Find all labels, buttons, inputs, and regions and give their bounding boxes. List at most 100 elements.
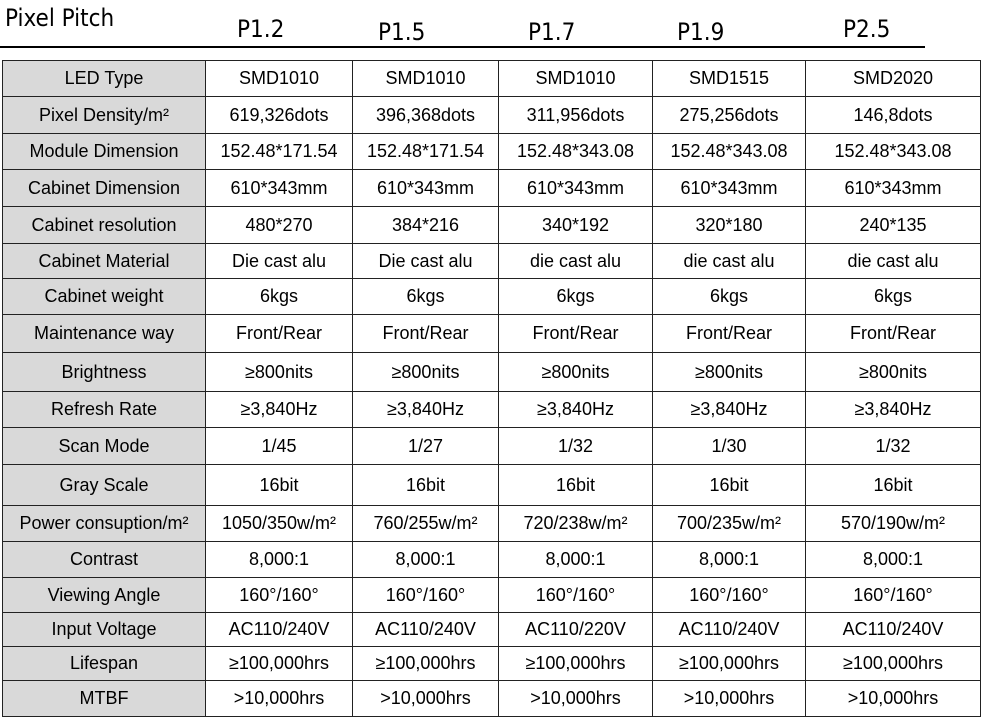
row-label: Pixel Density/m²: [2, 96, 206, 134]
table-cell: ≥100,000hrs: [805, 646, 981, 681]
table-cell: ≥100,000hrs: [352, 646, 499, 681]
table-cell: 160°/160°: [205, 577, 353, 613]
table-cell: AC110/220V: [498, 612, 653, 647]
table-cell: AC110/240V: [352, 612, 499, 647]
table-cell: >10,000hrs: [805, 680, 981, 717]
table-cell: 275,256dots: [652, 96, 806, 134]
table-row: Power consuption/m² 1050/350w/m² 760/255w/…: [2, 505, 981, 542]
table-cell: 16bit: [352, 464, 499, 506]
table-cell: 8,000:1: [498, 541, 653, 578]
table-cell: ≥3,840Hz: [498, 391, 653, 428]
table-cell: SMD1010: [498, 60, 653, 97]
table-row: Contrast 8,000:1 8,000:1 8,000:1 8,000:1 8,00…: [2, 541, 981, 578]
table-row: Viewing Angle 160°/160° 160°/160° 160°/160°…: [2, 577, 981, 613]
table-cell: ≥800nits: [205, 352, 353, 392]
table-cell: 320*180: [652, 206, 806, 244]
table-cell: 16bit: [498, 464, 653, 506]
table-cell: 610*343mm: [352, 169, 499, 207]
table-cell: ≥800nits: [805, 352, 981, 392]
table-cell: 152.48*171.54: [205, 133, 353, 170]
table-cell: die cast alu: [652, 243, 806, 279]
table-cell: Die cast alu: [352, 243, 499, 279]
row-label: Cabinet resolution: [2, 206, 206, 244]
table-cell: 720/238w/m²: [498, 505, 653, 542]
table-row: Pixel Density/m² 619,326dots 396,368dots 31…: [2, 96, 981, 134]
table-cell: ≥800nits: [352, 352, 499, 392]
table-cell: 160°/160°: [498, 577, 653, 613]
row-label: Module Dimension: [2, 133, 206, 170]
table-cell: 619,326dots: [205, 96, 353, 134]
row-label: Input Voltage: [2, 612, 206, 647]
table-cell: >10,000hrs: [205, 680, 353, 717]
table-cell: 6kgs: [205, 278, 353, 315]
table-cell: die cast alu: [805, 243, 981, 279]
table-cell: 1/32: [498, 427, 653, 465]
model-label: P2.5: [843, 15, 891, 43]
table-cell: 8,000:1: [205, 541, 353, 578]
table-cell: 610*343mm: [652, 169, 806, 207]
table-row: Scan Mode 1/45 1/27 1/32 1/30 1/32: [2, 427, 981, 465]
table-cell: >10,000hrs: [352, 680, 499, 717]
table-cell: 146,8dots: [805, 96, 981, 134]
row-label: Cabinet Dimension: [2, 169, 206, 207]
table-row: Cabinet Dimension 610*343mm 610*343mm 610*3…: [2, 169, 981, 207]
table-cell: 396,368dots: [352, 96, 499, 134]
table-cell: 8,000:1: [352, 541, 499, 578]
model-label: P1.2: [237, 15, 285, 43]
table-cell: 16bit: [652, 464, 806, 506]
table-cell: 6kgs: [805, 278, 981, 315]
row-label: LED Type: [2, 60, 206, 97]
table-cell: ≥800nits: [652, 352, 806, 392]
table-cell: 480*270: [205, 206, 353, 244]
table-cell: ≥100,000hrs: [205, 646, 353, 681]
row-label: Maintenance way: [2, 314, 206, 353]
table-cell: die cast alu: [498, 243, 653, 279]
row-label: Viewing Angle: [2, 577, 206, 613]
row-label: Contrast: [2, 541, 206, 578]
table-cell: 384*216: [352, 206, 499, 244]
table-cell: 152.48*343.08: [498, 133, 653, 170]
table-cell: 6kgs: [652, 278, 806, 315]
table-row: Cabinet Material Die cast alu Die cast alu…: [2, 243, 981, 279]
table-cell: Front/Rear: [498, 314, 653, 353]
table-row: Lifespan ≥100,000hrs ≥100,000hrs ≥100,000hr…: [2, 646, 981, 681]
table-cell: AC110/240V: [805, 612, 981, 647]
table-cell: Front/Rear: [652, 314, 806, 353]
table-cell: 8,000:1: [652, 541, 806, 578]
table-cell: 152.48*343.08: [805, 133, 981, 170]
table-row: Brightness ≥800nits ≥800nits ≥800nits ≥800ni…: [2, 352, 981, 392]
table-cell: Front/Rear: [352, 314, 499, 353]
table-row: Module Dimension 152.48*171.54 152.48*171.…: [2, 133, 981, 170]
table-cell: 700/235w/m²: [652, 505, 806, 542]
table-cell: Front/Rear: [805, 314, 981, 353]
table-cell: ≥100,000hrs: [652, 646, 806, 681]
page-title: Pixel Pitch: [5, 4, 115, 32]
model-label: P1.7: [528, 18, 576, 46]
table-cell: 16bit: [205, 464, 353, 506]
table-cell: Front/Rear: [205, 314, 353, 353]
table-cell: 1/27: [352, 427, 499, 465]
table-cell: SMD2020: [805, 60, 981, 97]
row-label: Cabinet Material: [2, 243, 206, 279]
table-cell: 240*135: [805, 206, 981, 244]
table-cell: ≥3,840Hz: [352, 391, 499, 428]
table-cell: ≥800nits: [498, 352, 653, 392]
table-cell: 16bit: [805, 464, 981, 506]
table-cell: SMD1515: [652, 60, 806, 97]
table-cell: 570/190w/m²: [805, 505, 981, 542]
table-cell: 610*343mm: [205, 169, 353, 207]
table-cell: 1/32: [805, 427, 981, 465]
table-cell: 8,000:1: [805, 541, 981, 578]
row-label: Power consuption/m²: [2, 505, 206, 542]
table-cell: 1050/350w/m²: [205, 505, 353, 542]
row-label: Cabinet weight: [2, 278, 206, 315]
table-cell: 152.48*171.54: [352, 133, 499, 170]
table-row: LED Type SMD1010 SMD1010 SMD1010 SMD1515 SMD2…: [2, 60, 981, 97]
table-cell: 160°/160°: [352, 577, 499, 613]
table-cell: AC110/240V: [205, 612, 353, 647]
table-cell: >10,000hrs: [652, 680, 806, 717]
table-cell: 160°/160°: [805, 577, 981, 613]
table-cell: ≥3,840Hz: [205, 391, 353, 428]
row-label: Brightness: [2, 352, 206, 392]
spec-table: LED Type SMD1010 SMD1010 SMD1010 SMD1515 SMD2…: [2, 60, 981, 717]
